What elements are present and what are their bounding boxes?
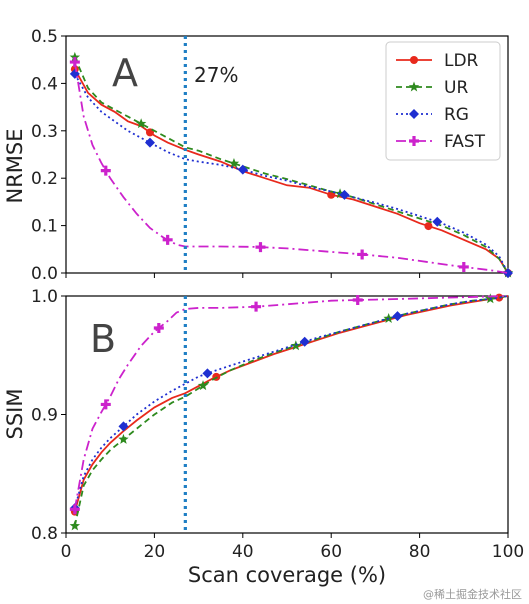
panel-a-fast-marker [255,242,266,253]
x-tick-label: 80 [409,542,431,562]
panel-b-series-rg-line [73,295,509,509]
panel-a-rg-marker [144,137,155,148]
panel-a-ur-marker [228,158,240,168]
panel-b-ur-marker [118,433,129,444]
legend-rg-label: RG [444,105,469,125]
watermark: @稀土掘金技术社区 [423,587,522,601]
panel-b-rg-marker [202,368,213,379]
legend-rg-marker [409,109,419,119]
panel-a-ytick-label: 0.4 [31,74,58,94]
panel-b-rg-marker [118,421,129,432]
panel-a-ldr-marker [424,222,433,231]
panel-a-fast-marker [458,261,469,272]
panel-b-ytick-label: 1.0 [31,287,58,307]
legend-fast-label: FAST [444,132,486,152]
panel-a-ur-marker [135,118,147,129]
legend-ldr-label: LDR [444,51,479,71]
panel-b-rg-marker [299,336,310,347]
panel-a-ytick-label: 0.1 [31,217,58,237]
panel-a-rg-marker [503,268,513,278]
panel-b-rg-marker [392,311,403,322]
panel-a-rg-marker [237,164,248,175]
panel-b-series-ldr-line [73,295,509,512]
legend-ur-label: UR [444,78,468,98]
panel-b-fast-marker [153,322,164,333]
panel-b-fast-marker [100,399,111,410]
panel-b-frame [65,295,509,534]
x-tick-label: 20 [144,542,166,562]
panel-a-fast-marker [100,165,111,176]
panel-a-ytick-label: 0.5 [31,27,58,47]
x-axis-label: Scan coverage (%) [188,563,386,587]
panel-b-ur-marker [197,380,209,391]
panel-b-fast-marker [352,295,363,306]
x-tick-label: 100 [492,542,524,562]
panel-b-ytick-label: 0.9 [31,406,58,426]
legend-ldr-marker [410,56,418,64]
legend: LDR UR RG FAST [385,41,501,161]
panel-b-ytick-label: 0.8 [31,524,58,544]
panel-b: 0.8 0.9 1.0 0 20 40 60 80 100 B SSIM Scan covera… [3,287,524,587]
panel-b-fast-marker [251,301,262,312]
panel-b-series-ur-line [73,295,509,527]
x-tick-label: 0 [61,542,72,562]
panel-a: 0.0 0.1 0.2 0.3 0.4 0.5 A 27% NRMSE LDR UR RG FA… [3,27,514,284]
panel-a-fast-marker [357,249,368,260]
panel-b-letter: B [90,317,116,361]
panel-b-ur-marker [69,520,81,531]
panel-a-letter: A [112,51,138,95]
panel-a-ylabel: NRMSE [3,128,27,203]
panel-b-series-fast-line [73,295,509,510]
panel-a-frame [65,35,509,274]
panel-a-ytick-label: 0.2 [31,169,58,189]
legend-box [385,41,501,161]
panel-a-ur-marker [69,51,81,62]
panel-b-ylabel: SSIM [3,389,27,440]
panel-a-ytick-label: 0.3 [31,122,58,142]
x-tick-label: 60 [320,542,342,562]
legend-ur-marker [408,81,420,92]
panel-a-fast-marker [162,234,173,245]
panel-a-ytick-label: 0.0 [31,264,58,284]
panel-b-fast-marker [69,504,80,515]
panel-a-series-ldr-line [74,68,509,274]
panel-a-rg-marker [339,189,350,200]
x-tick-label: 40 [232,542,254,562]
panel-a-fast-marker [69,57,80,68]
legend-fast-marker [409,136,419,146]
vline-label: 27% [194,63,238,87]
panel-a-series-ur-line [73,56,509,274]
panel-a-rg-marker [432,216,443,227]
